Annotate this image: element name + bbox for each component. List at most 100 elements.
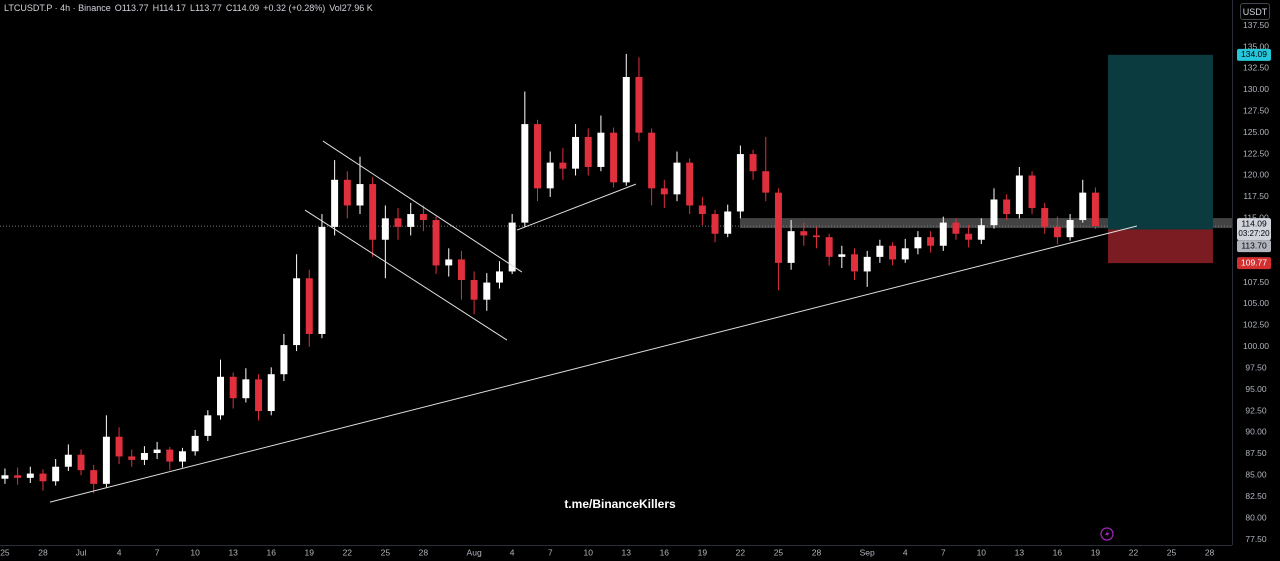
x-tick-label: 16	[266, 547, 276, 557]
plot-area	[0, 53, 1232, 503]
candle-body	[394, 218, 402, 227]
candle-body	[115, 436, 123, 457]
candle-body	[14, 475, 22, 478]
y-tick-label: 90.00	[1245, 427, 1267, 437]
candle-body	[64, 454, 72, 467]
x-tick-label: Sep	[860, 547, 875, 557]
candle-body	[572, 136, 580, 169]
candle-body	[698, 205, 706, 215]
watermark: t.me/BinanceKillers	[564, 497, 676, 511]
y-tick-label: 135.00	[1243, 41, 1269, 51]
y-tick-label: 115.00	[1243, 213, 1269, 223]
candle-body	[432, 220, 440, 266]
y-tick-label: 120.00	[1243, 170, 1269, 180]
x-tick-label: 22	[1129, 547, 1139, 557]
candle-body	[1053, 226, 1061, 238]
stop-label-bg	[1237, 257, 1271, 270]
candle-body	[419, 214, 427, 221]
candle-body	[1028, 175, 1036, 209]
candle-body	[90, 470, 98, 484]
stop-label: 109.77	[1241, 257, 1267, 267]
x-tick-label: 4	[903, 547, 908, 557]
candle-body	[1003, 199, 1011, 215]
candle-body	[26, 473, 34, 478]
candle-body	[889, 245, 897, 260]
entry-label: 113.70	[1241, 240, 1267, 250]
trend-line	[322, 140, 523, 273]
candle-body	[343, 179, 351, 206]
candle-body	[166, 449, 174, 462]
candle-body	[267, 374, 275, 412]
x-tick-label: 16	[660, 547, 670, 557]
candle-body	[622, 77, 630, 183]
header-item: C114.09	[225, 3, 260, 13]
candle-body	[635, 77, 643, 133]
candle-body	[369, 184, 377, 240]
candle-body	[445, 259, 453, 266]
x-tick-label: 28	[38, 547, 48, 557]
candle-body	[331, 179, 339, 227]
x-tick-label: 19	[698, 547, 708, 557]
header-item: L113.77	[189, 3, 222, 13]
x-tick-label: 22	[343, 547, 353, 557]
x-tick-label: 25	[381, 547, 391, 557]
y-tick-label: 107.50	[1243, 277, 1269, 287]
y-tick-label: 137.50	[1243, 20, 1269, 30]
y-tick-label: 102.50	[1243, 320, 1269, 330]
candle-body	[965, 233, 973, 240]
entry-label-bg	[1237, 240, 1271, 253]
y-tick-label: 87.50	[1245, 448, 1267, 458]
x-tick-label: Jul	[76, 547, 87, 557]
alert-icon[interactable]	[1100, 527, 1114, 541]
candle-body	[280, 345, 288, 375]
target-label: 134.09	[1241, 49, 1267, 59]
x-tick-label: 13	[622, 547, 632, 557]
candle-body	[559, 162, 567, 169]
last-price-bg	[1237, 218, 1271, 241]
candle-body	[1091, 192, 1099, 227]
candle-body	[457, 259, 465, 280]
currency-button[interactable]: USDT	[1240, 3, 1270, 20]
candle-body	[1015, 175, 1023, 215]
candle-body	[178, 451, 186, 462]
candle-body	[229, 376, 237, 399]
x-tick-label: 4	[510, 547, 515, 557]
candle-body	[838, 254, 846, 257]
candle-body	[762, 171, 770, 193]
target-label-bg	[1237, 48, 1271, 61]
trend-line	[304, 209, 508, 341]
candle-body	[939, 222, 947, 246]
candle-body	[851, 254, 858, 272]
candle-body	[787, 231, 795, 263]
symbol-header: LTCUSDT.P · 4h · Binance O113.77 H114.17 L1…	[4, 3, 373, 13]
candle-body	[825, 237, 833, 257]
stop-zone	[1107, 229, 1213, 264]
alert-bolt	[1105, 530, 1110, 538]
candle-body	[153, 449, 161, 454]
candle-body	[711, 214, 719, 234]
last-price-label: 114.09	[1241, 218, 1267, 228]
y-tick-label: 100.00	[1243, 341, 1269, 351]
candle-body	[686, 162, 694, 206]
y-tick-label: 82.50	[1245, 491, 1267, 501]
x-tick-label: 25	[774, 547, 784, 557]
x-tick-label: 7	[548, 547, 553, 557]
y-tick-label: 117.50	[1243, 191, 1269, 201]
y-tick-label: 92.50	[1245, 405, 1267, 415]
x-tick-label: 10	[583, 547, 593, 557]
header-item: H114.17	[152, 3, 186, 13]
y-tick-label: 132.50	[1243, 63, 1269, 73]
candle-body	[660, 188, 668, 195]
candle-body	[914, 237, 922, 249]
candle-body	[597, 132, 605, 167]
candle-body	[204, 415, 212, 436]
x-tick-label: 10	[977, 547, 987, 557]
candle-body	[774, 192, 782, 263]
candle-body	[673, 162, 681, 195]
candle-body	[990, 199, 998, 226]
candle-body	[191, 435, 199, 452]
candle-body	[483, 282, 491, 300]
candle-body	[736, 154, 744, 212]
